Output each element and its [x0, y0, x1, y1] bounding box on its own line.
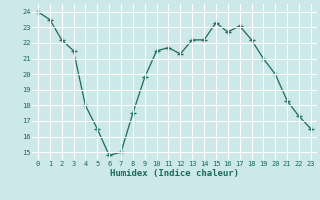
- X-axis label: Humidex (Indice chaleur): Humidex (Indice chaleur): [110, 169, 239, 178]
